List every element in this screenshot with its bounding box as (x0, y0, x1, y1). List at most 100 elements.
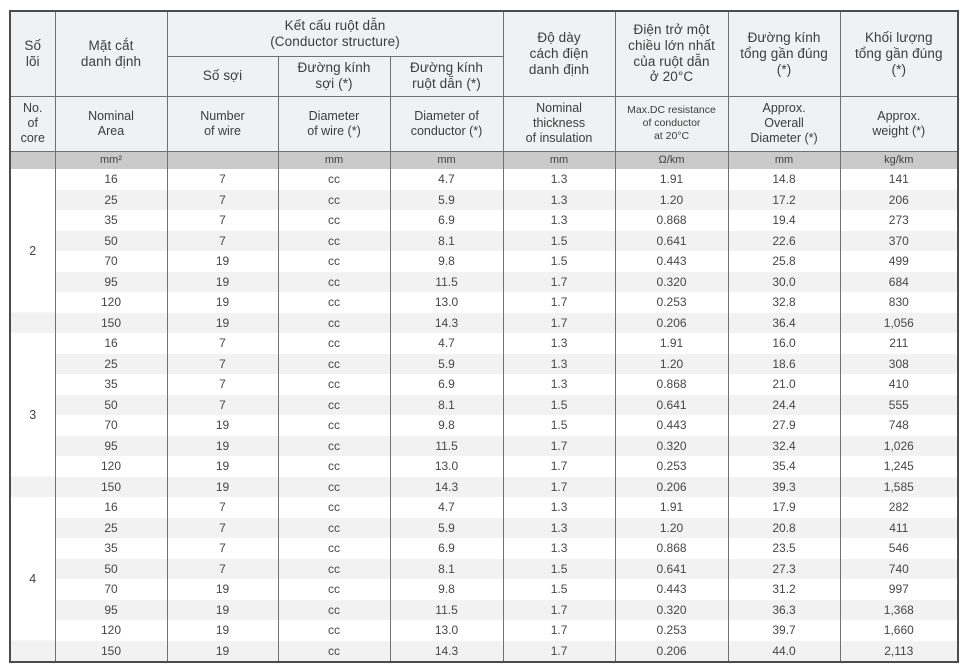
data-cell: 546 (839, 538, 959, 559)
data-cell: cc (277, 169, 391, 190)
data-cell: 7 (166, 558, 279, 579)
header-resistance-en: Max.DC resistance of conductor at 20°C (614, 95, 729, 152)
data-cell: 19 (166, 640, 279, 662)
data-cell: 4.7 (389, 497, 504, 518)
data-cell: 30.0 (727, 271, 841, 292)
data-cell: 16 (54, 169, 168, 190)
data-cell: 273 (839, 210, 959, 231)
data-cell: 19 (166, 415, 279, 436)
table-row: 120 19 cc 13.0 1.7 0.253 35.4 1,245 (10, 456, 959, 477)
data-cell: cc (277, 599, 391, 620)
data-cell: 13.0 (389, 456, 504, 477)
data-cell: 35 (54, 538, 168, 559)
header-weight-vn: Khối lượng tổng gần đúng (*) (839, 10, 959, 97)
table-row: 70 19 cc 9.8 1.5 0.443 27.9 748 (10, 415, 959, 436)
table-row: 35 7 cc 6.9 1.3 0.868 23.5 546 (10, 538, 959, 559)
data-cell: 35 (54, 374, 168, 395)
data-cell: 50 (54, 230, 168, 251)
core-count-cell: 2 (9, 169, 56, 333)
header-conductor-structure: Kết cấu ruột dẫn (Conductor structure) (166, 10, 504, 57)
data-cell: 27.3 (727, 558, 841, 579)
data-cell: 1.91 (614, 333, 729, 354)
data-cell: cc (277, 497, 391, 518)
data-cell: 95 (54, 599, 168, 620)
data-cell: 16.0 (727, 333, 841, 354)
data-cell: 370 (839, 230, 959, 251)
data-cell: 22.6 (727, 230, 841, 251)
data-cell: 9.8 (389, 579, 504, 600)
data-cell: 1.7 (502, 456, 616, 477)
data-cell: 1.3 (502, 353, 616, 374)
data-cell: cc (277, 620, 391, 641)
data-cell: cc (277, 333, 391, 354)
data-cell: 36.4 (727, 312, 841, 333)
table-row: 95 19 cc 11.5 1.7 0.320 32.4 1,026 (10, 435, 959, 456)
data-cell: 1.7 (502, 620, 616, 641)
data-cell: 7 (166, 333, 279, 354)
data-cell: 1,660 (839, 620, 959, 641)
data-cell: 1.5 (502, 394, 616, 415)
data-cell: 308 (839, 353, 959, 374)
data-cell: 1.7 (502, 312, 616, 333)
data-cell: 23.5 (727, 538, 841, 559)
data-cell: 7 (166, 394, 279, 415)
table-row: 50 7 cc 8.1 1.5 0.641 22.6 370 (10, 230, 959, 251)
data-cell: 17.9 (727, 497, 841, 518)
table-row: 4 16 7 cc 4.7 1.3 1.91 17.9 282 (9, 497, 959, 662)
table-row: 25 7 cc 5.9 1.3 1.20 17.2 206 (10, 189, 959, 210)
data-cell: cc (277, 292, 391, 313)
data-cell: 21.0 (727, 374, 841, 395)
data-cell: 1.7 (502, 292, 616, 313)
data-cell: 14.8 (727, 169, 841, 190)
data-cell: 9.8 (389, 251, 504, 272)
data-cell: 70 (54, 251, 168, 272)
data-cell: 211 (839, 333, 959, 354)
header-thickness-vn: Độ dày cách điện danh định (502, 10, 616, 97)
data-cell: 19 (166, 271, 279, 292)
data-cell: 0.868 (614, 374, 729, 395)
data-cell: 19 (166, 435, 279, 456)
unit-weight: kg/km (839, 150, 959, 169)
data-cell: 1.5 (502, 230, 616, 251)
data-cell: 95 (54, 435, 168, 456)
data-cell: 830 (839, 292, 959, 313)
data-cell: 120 (54, 456, 168, 477)
data-cell: 1.7 (502, 476, 616, 497)
data-cell: 1.5 (502, 558, 616, 579)
data-cell: 150 (54, 640, 168, 662)
data-cell: cc (277, 579, 391, 600)
data-cell: 14.3 (389, 476, 504, 497)
unit-thickness: mm (502, 150, 616, 169)
unit-wire-diameter: mm (277, 150, 391, 169)
data-cell: 35 (54, 210, 168, 231)
table-row: 120 19 cc 13.0 1.7 0.253 39.7 1,660 (10, 620, 959, 641)
data-cell: 1.3 (502, 538, 616, 559)
data-cell: 0.253 (614, 292, 729, 313)
table-row: 95 19 cc 11.5 1.7 0.320 36.3 1,368 (10, 599, 959, 620)
data-cell: 0.641 (614, 230, 729, 251)
data-cell: 0.320 (614, 271, 729, 292)
data-cell: 19.4 (727, 210, 841, 231)
table-row: 150 19 cc 14.3 1.7 0.206 44.0 2,113 (10, 640, 959, 662)
table-row: 70 19 cc 9.8 1.5 0.443 31.2 997 (10, 579, 959, 600)
data-cell: 7 (166, 353, 279, 374)
data-cell: 8.1 (389, 394, 504, 415)
data-cell: 997 (839, 579, 959, 600)
data-cell: 20.8 (727, 517, 841, 538)
header-conductor-diameter-vn: Đường kính ruột dẫn (*) (389, 55, 504, 97)
data-cell: 0.206 (614, 640, 729, 662)
data-cell: 44.0 (727, 640, 841, 662)
data-cell: 13.0 (389, 292, 504, 313)
data-cell: 7 (166, 230, 279, 251)
data-cell: 70 (54, 579, 168, 600)
header-conductor-diameter-en: Diameter of conductor (*) (389, 95, 504, 152)
data-cell: 95 (54, 271, 168, 292)
data-cell: 0.253 (614, 620, 729, 641)
header-core-en: No. of core (9, 95, 56, 152)
header-wires-vn: Số sợi (166, 55, 279, 97)
data-cell: 499 (839, 251, 959, 272)
unit-resistance: Ω/km (614, 150, 729, 169)
data-cell: cc (277, 230, 391, 251)
data-cell: cc (277, 640, 391, 662)
data-cell: 8.1 (389, 558, 504, 579)
